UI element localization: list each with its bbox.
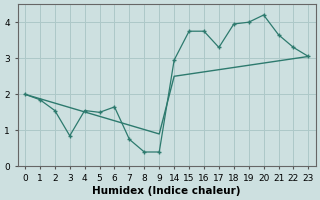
X-axis label: Humidex (Indice chaleur): Humidex (Indice chaleur) <box>92 186 241 196</box>
